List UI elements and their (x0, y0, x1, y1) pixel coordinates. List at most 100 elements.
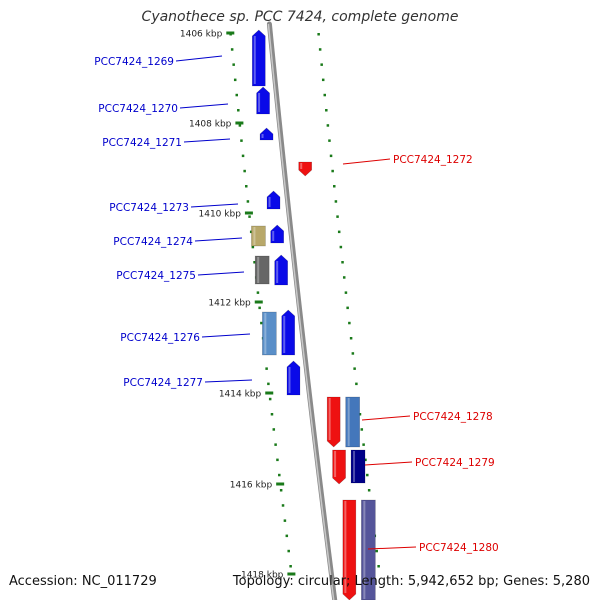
topology-summary: Topology: circular; Length: 5,942,652 bp… (232, 574, 590, 589)
tick-label: 1410 kbp (199, 210, 242, 220)
gene-label: PCC7424_1273 (109, 202, 189, 214)
tick-label: 1408 kbp (189, 120, 232, 130)
forward-gene-PCC7424_1271 (259, 127, 274, 141)
map-title: Cyanothece sp. PCC 7424, complete genome (141, 9, 459, 25)
cog-feature (350, 449, 366, 484)
tick-dot (339, 245, 343, 249)
tick-dot (349, 337, 353, 340)
gene-label: PCC7424_1274 (113, 236, 193, 248)
tick-dot (377, 565, 380, 568)
forward-gene-PCC7424_1275 (274, 254, 288, 286)
tick-dot (329, 154, 333, 158)
tick-dot (240, 139, 243, 142)
tick-dot (336, 215, 339, 218)
tick-dot (267, 382, 270, 386)
forward-gene-PCC7424_1275-shine (276, 261, 279, 283)
gene-label: PCC7424_1280 (419, 542, 499, 554)
forward-gene-PCC7424_1269 (251, 29, 266, 87)
tick-dot (248, 215, 251, 218)
tick-dot (326, 124, 330, 127)
tick-dot (367, 489, 371, 492)
gene-label: PCC7424_1270 (98, 103, 178, 115)
leader-line (179, 103, 229, 109)
forward-gene-PCC7424_1276-shine (283, 316, 286, 353)
cog-feature-shine (257, 257, 260, 283)
reverse-gene-PCC7424_1278-shine (328, 398, 331, 440)
reverse-gene-PCC7424_1278 (326, 396, 341, 448)
tick-dot (256, 291, 260, 294)
tick-dot (283, 519, 287, 522)
tick-dot (334, 200, 338, 203)
tick-dot (287, 549, 290, 553)
tick-dot (235, 93, 238, 97)
cog-feature-shine (253, 227, 256, 245)
cog-feature-shine (353, 451, 356, 482)
tick-dot (320, 63, 323, 66)
forward-gene-PCC7424_1270 (256, 86, 270, 115)
tick-dot (281, 504, 285, 507)
leader-line (367, 546, 417, 550)
cog-feature (345, 396, 360, 448)
major-tick (254, 300, 263, 304)
tick-dot (253, 261, 256, 264)
tick-dot (270, 413, 274, 416)
reverse-gene-PCC7424_1279-shine (334, 451, 337, 477)
tick-dot (276, 458, 279, 462)
tick-dot (358, 413, 362, 416)
tick-dot (285, 534, 289, 538)
leader-line (204, 379, 253, 383)
reverse-gene-PCC7424_1280-shine (344, 501, 347, 593)
leader-line (342, 158, 391, 165)
tick-dot (355, 382, 358, 386)
tick-dot (344, 291, 348, 294)
tick-label: 1412 kbp (208, 299, 251, 309)
tick-dot (366, 473, 369, 477)
tick-dot (237, 109, 240, 112)
cog-feature-shine (363, 501, 366, 599)
tick-dot (321, 78, 325, 82)
tick-dot (245, 185, 248, 188)
leader-line (201, 333, 251, 338)
tick-dot (353, 367, 356, 370)
tick-label: 1416 kbp (230, 481, 273, 491)
tick-dot (333, 185, 336, 188)
tick-dot (274, 443, 277, 446)
forward-gene-PCC7424_1277-shine (288, 367, 291, 393)
forward-gene-PCC7424_1276 (281, 309, 296, 356)
cog-feature (254, 255, 270, 285)
tick-dot (323, 93, 326, 97)
tick-dot (317, 33, 320, 36)
tick-dot (268, 397, 272, 401)
accession-text: Accession: NC_011729 (9, 574, 157, 589)
gene-label: PCC7424_1271 (102, 137, 182, 149)
tick-dot (272, 428, 276, 431)
tick-dot (348, 321, 351, 325)
forward-gene-PCC7424_1273 (266, 190, 281, 210)
tick-dot (360, 428, 364, 431)
forward-gene-PCC7424_1274-shine (272, 231, 275, 241)
major-tick (244, 211, 253, 215)
tick-dot (341, 261, 344, 264)
cog-feature-shine (264, 313, 267, 354)
leader-line (197, 271, 245, 276)
cog-feature (262, 311, 277, 356)
cog-feature (251, 225, 266, 247)
forward-gene-PCC7424_1277 (286, 360, 301, 396)
tick-dot (238, 124, 242, 127)
major-tick (235, 121, 244, 125)
cog-feature (361, 499, 376, 600)
tick-dot (362, 443, 365, 446)
leader-line (364, 461, 413, 466)
leader-line (183, 138, 231, 143)
tick-dot (230, 48, 234, 51)
forward-gene-PCC7424_1271-shine (261, 134, 264, 138)
forward-gene-PCC7424_1270-shine (258, 93, 261, 112)
gene-label: PCC7424_1277 (123, 377, 203, 389)
tick-dot (243, 169, 246, 173)
tick-dot (249, 230, 253, 234)
tick-dot (241, 154, 245, 158)
tick-dot (265, 367, 268, 370)
gene-label: PCC7424_1278 (413, 411, 493, 423)
forward-gene-PCC7424_1273-shine (268, 197, 271, 207)
